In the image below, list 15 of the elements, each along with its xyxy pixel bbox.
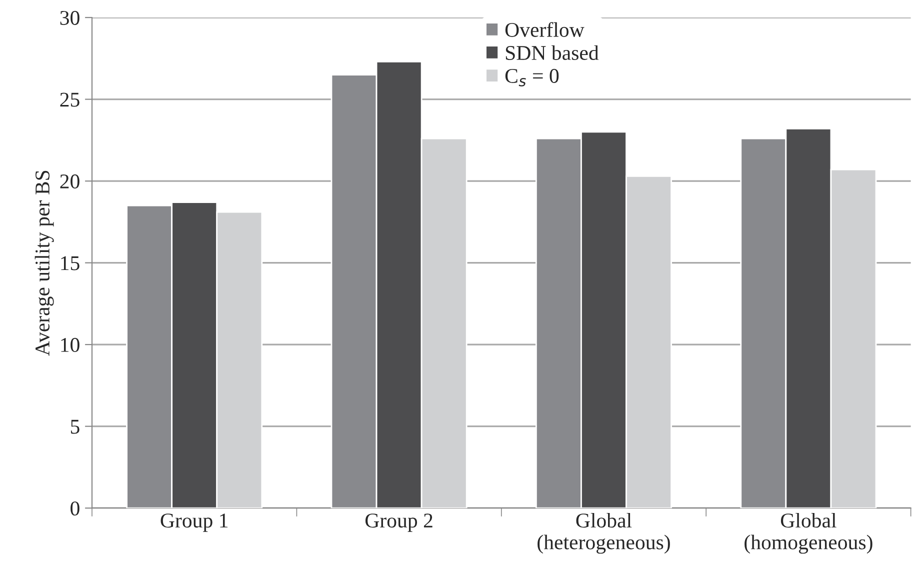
y-axis-title: Average utility per BS — [34, 170, 54, 356]
legend-label: SDN based — [506, 45, 599, 60]
y-tick-label: 0 — [70, 501, 80, 516]
legend-label: Overflow — [505, 22, 584, 37]
y-tick-label: 30 — [60, 10, 80, 25]
x-tick-label: Group 1 — [160, 514, 228, 532]
y-tick-label: 25 — [60, 92, 80, 107]
x-tick-label: Global (heterogeneous) — [538, 512, 670, 554]
x-tick-label: Global (homogeneous) — [744, 512, 872, 554]
y-tick-label: 5 — [70, 420, 80, 434]
legend-label: C$_{s}$ = 0 — [505, 68, 559, 86]
y-tick-label: 20 — [60, 174, 80, 188]
y-tick-label: 10 — [61, 338, 80, 352]
x-tick-label: Group 2 — [365, 514, 432, 532]
y-tick-label: 15 — [61, 256, 80, 270]
